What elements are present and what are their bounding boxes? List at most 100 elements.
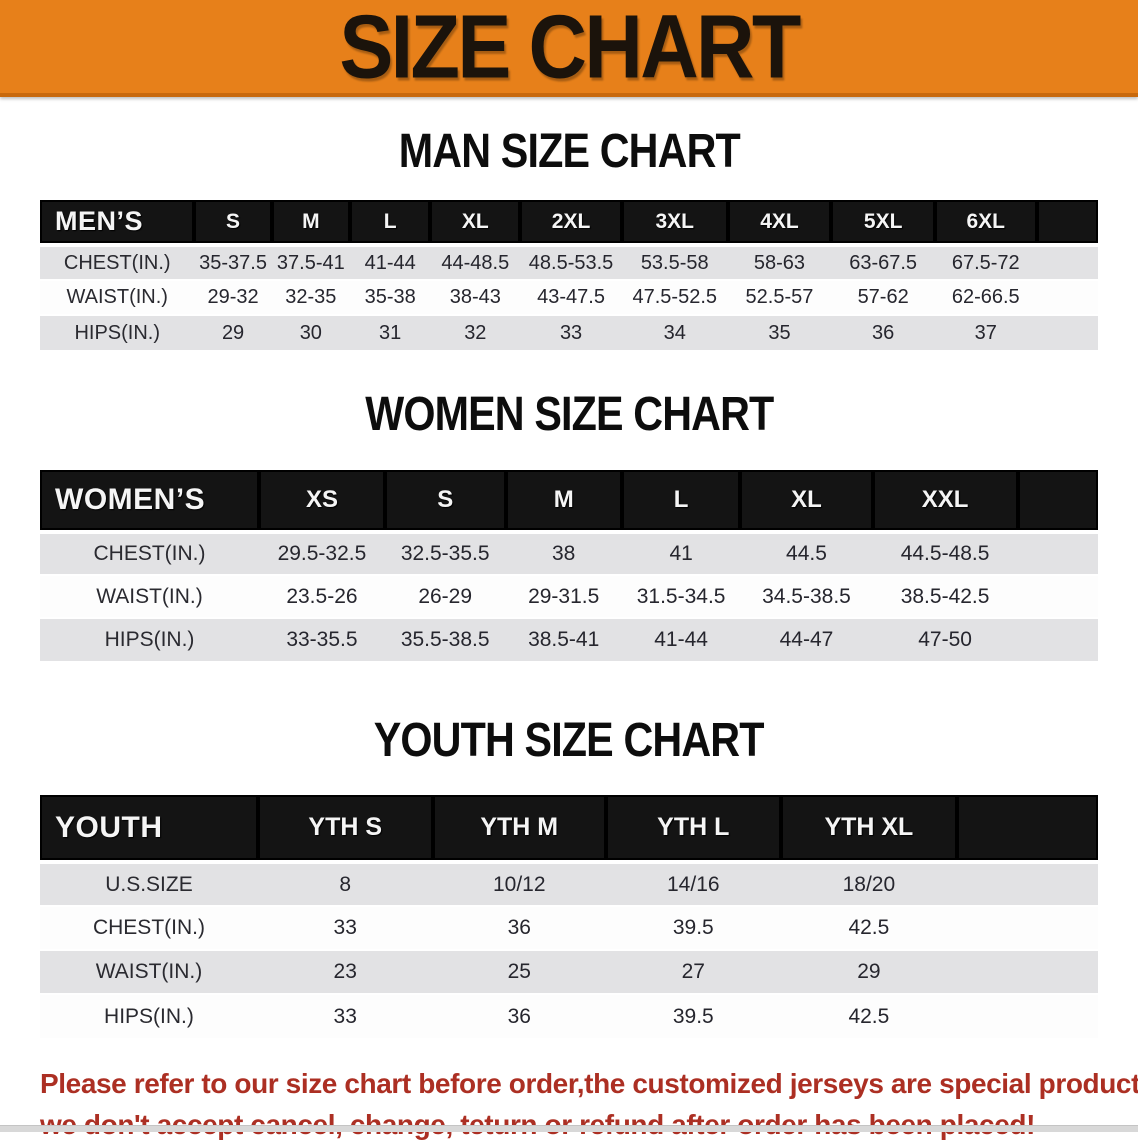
- size-value: 32.5-35.5: [384, 531, 506, 575]
- size-value: 38.5-41: [505, 617, 622, 661]
- row-spacer: [1017, 531, 1098, 575]
- size-value: 29: [194, 314, 272, 350]
- banner-title: SIZE CHART: [339, 0, 801, 97]
- banner: SIZE CHART: [0, 0, 1138, 97]
- women-size-section: WOMEN SIZE CHART WOMEN’S XS S M L XL XXL CHEST(…: [0, 387, 1138, 661]
- table-row: CHEST(IN.) 33 36 39.5 42.5: [40, 905, 1098, 950]
- size-value: 57-62: [831, 279, 935, 315]
- size-column-header: XL: [740, 470, 873, 534]
- size-value: 63-67.5: [831, 244, 935, 280]
- row-spacer: [1036, 244, 1098, 280]
- size-value: 33: [257, 993, 433, 1038]
- men-size-table: MEN’S S M L XL 2XL 3XL 4XL 5XL 6XL CHEST(IN.) 35-37…: [40, 200, 1098, 350]
- size-value: 41-44: [349, 244, 431, 280]
- size-value: 30: [271, 314, 350, 350]
- size-value: 29.5-32.5: [259, 531, 385, 575]
- size-column-header: S: [384, 470, 506, 534]
- size-column-header: XL: [430, 200, 521, 247]
- bottom-strip: [0, 1125, 1138, 1132]
- size-value: 52.5-57: [727, 279, 832, 315]
- row-label: WAIST(IN.): [40, 279, 195, 315]
- row-label: HIPS(IN.): [40, 617, 259, 661]
- women-size-table: WOMEN’S XS S M L XL XXL CHEST(IN.) 29.5-32.5 32.5…: [40, 470, 1098, 661]
- row-spacer: [957, 949, 1098, 994]
- size-value: 43-47.5: [520, 279, 622, 315]
- size-value: 31.5-34.5: [621, 574, 741, 618]
- size-value: 31: [349, 314, 431, 350]
- size-column-header: YTH M: [432, 795, 606, 864]
- row-label: CHEST(IN.): [40, 905, 258, 950]
- size-value: 42.5: [780, 905, 958, 950]
- size-value: 8: [257, 861, 433, 906]
- size-value: 47-50: [872, 617, 1018, 661]
- youth-size-section: YOUTH SIZE CHART YOUTH YTH S YTH M YTH L YTH…: [0, 713, 1138, 1038]
- size-value: 48.5-53.5: [520, 244, 622, 280]
- row-label: WAIST(IN.): [40, 574, 259, 618]
- size-value: 35-37.5: [194, 244, 272, 280]
- size-value: 26-29: [384, 574, 506, 618]
- header-spacer: [957, 795, 1098, 864]
- table-header-row: YOUTH YTH S YTH M YTH L YTH XL: [40, 795, 1098, 864]
- size-value: 44.5-48.5: [872, 531, 1018, 575]
- size-value: 39.5: [606, 905, 781, 950]
- size-value: 10/12: [432, 861, 606, 906]
- size-column-header: 5XL: [831, 200, 935, 247]
- size-value: 33: [520, 314, 622, 350]
- size-value: 42.5: [780, 993, 958, 1038]
- row-spacer: [1036, 314, 1098, 350]
- table-row: HIPS(IN.) 33-35.5 35.5-38.5 38.5-41 41-44 44-…: [40, 617, 1098, 661]
- size-value: 53.5-58: [621, 244, 728, 280]
- men-size-section: MAN SIZE CHART MEN’S S M L XL 2XL 3XL 4XL 5XL 6XL…: [0, 124, 1138, 350]
- size-value: 36: [432, 993, 606, 1038]
- youth-size-table: YOUTH YTH S YTH M YTH L YTH XL U.S.SIZE 8 10/12…: [40, 795, 1098, 1038]
- table-row: WAIST(IN.) 23.5-26 26-29 29-31.5 31.5-34.5 34…: [40, 574, 1098, 618]
- size-column-header: L: [349, 200, 431, 247]
- size-value: 47.5-52.5: [621, 279, 728, 315]
- disclaimer-line-1: Please refer to our size chart before or…: [40, 1068, 1138, 1099]
- size-value: 36: [432, 905, 606, 950]
- size-column-header: L: [621, 470, 741, 534]
- size-value: 44-47: [740, 617, 873, 661]
- size-value: 34: [621, 314, 728, 350]
- size-value: 27: [606, 949, 781, 994]
- size-column-header: M: [505, 470, 622, 534]
- row-spacer: [1017, 617, 1098, 661]
- row-spacer: [957, 905, 1098, 950]
- row-spacer: [1036, 279, 1098, 315]
- size-column-header: YTH S: [257, 795, 433, 864]
- row-label: U.S.SIZE: [40, 861, 258, 906]
- size-value: 32: [430, 314, 521, 350]
- table-group-label: MEN’S: [40, 200, 195, 247]
- table-header-row: MEN’S S M L XL 2XL 3XL 4XL 5XL 6XL: [40, 200, 1098, 247]
- size-value: 62-66.5: [934, 279, 1037, 315]
- row-label: HIPS(IN.): [40, 993, 258, 1038]
- size-value: 38-43: [430, 279, 521, 315]
- table-group-label: YOUTH: [40, 795, 258, 864]
- size-value: 14/16: [606, 861, 781, 906]
- size-value: 44-48.5: [430, 244, 521, 280]
- size-value: 35: [727, 314, 832, 350]
- table-row: CHEST(IN.) 35-37.5 37.5-41 41-44 44-48.5 48.5…: [40, 244, 1098, 280]
- table-row: WAIST(IN.) 23 25 27 29: [40, 949, 1098, 994]
- size-value: 23.5-26: [259, 574, 385, 618]
- size-column-header: M: [271, 200, 350, 247]
- size-value: 29-32: [194, 279, 272, 315]
- size-value: 41: [621, 531, 741, 575]
- row-label: WAIST(IN.): [40, 949, 258, 994]
- size-value: 25: [432, 949, 606, 994]
- size-column-header: YTH L: [606, 795, 781, 864]
- size-value: 39.5: [606, 993, 781, 1038]
- size-value: 35-38: [349, 279, 431, 315]
- size-value: 29-31.5: [505, 574, 622, 618]
- size-value: 67.5-72: [934, 244, 1037, 280]
- table-row: WAIST(IN.) 29-32 32-35 35-38 38-43 43-47.5 47.…: [40, 279, 1098, 315]
- size-column-header: S: [194, 200, 272, 247]
- size-value: 35.5-38.5: [384, 617, 506, 661]
- header-spacer: [1036, 200, 1098, 247]
- size-column-header: XS: [259, 470, 385, 534]
- table-row: HIPS(IN.) 29 30 31 32 33 34 35 36 37: [40, 314, 1098, 350]
- row-label: HIPS(IN.): [40, 314, 195, 350]
- size-value: 33-35.5: [259, 617, 385, 661]
- size-value: 37: [934, 314, 1037, 350]
- table-header-row: WOMEN’S XS S M L XL XXL: [40, 470, 1098, 534]
